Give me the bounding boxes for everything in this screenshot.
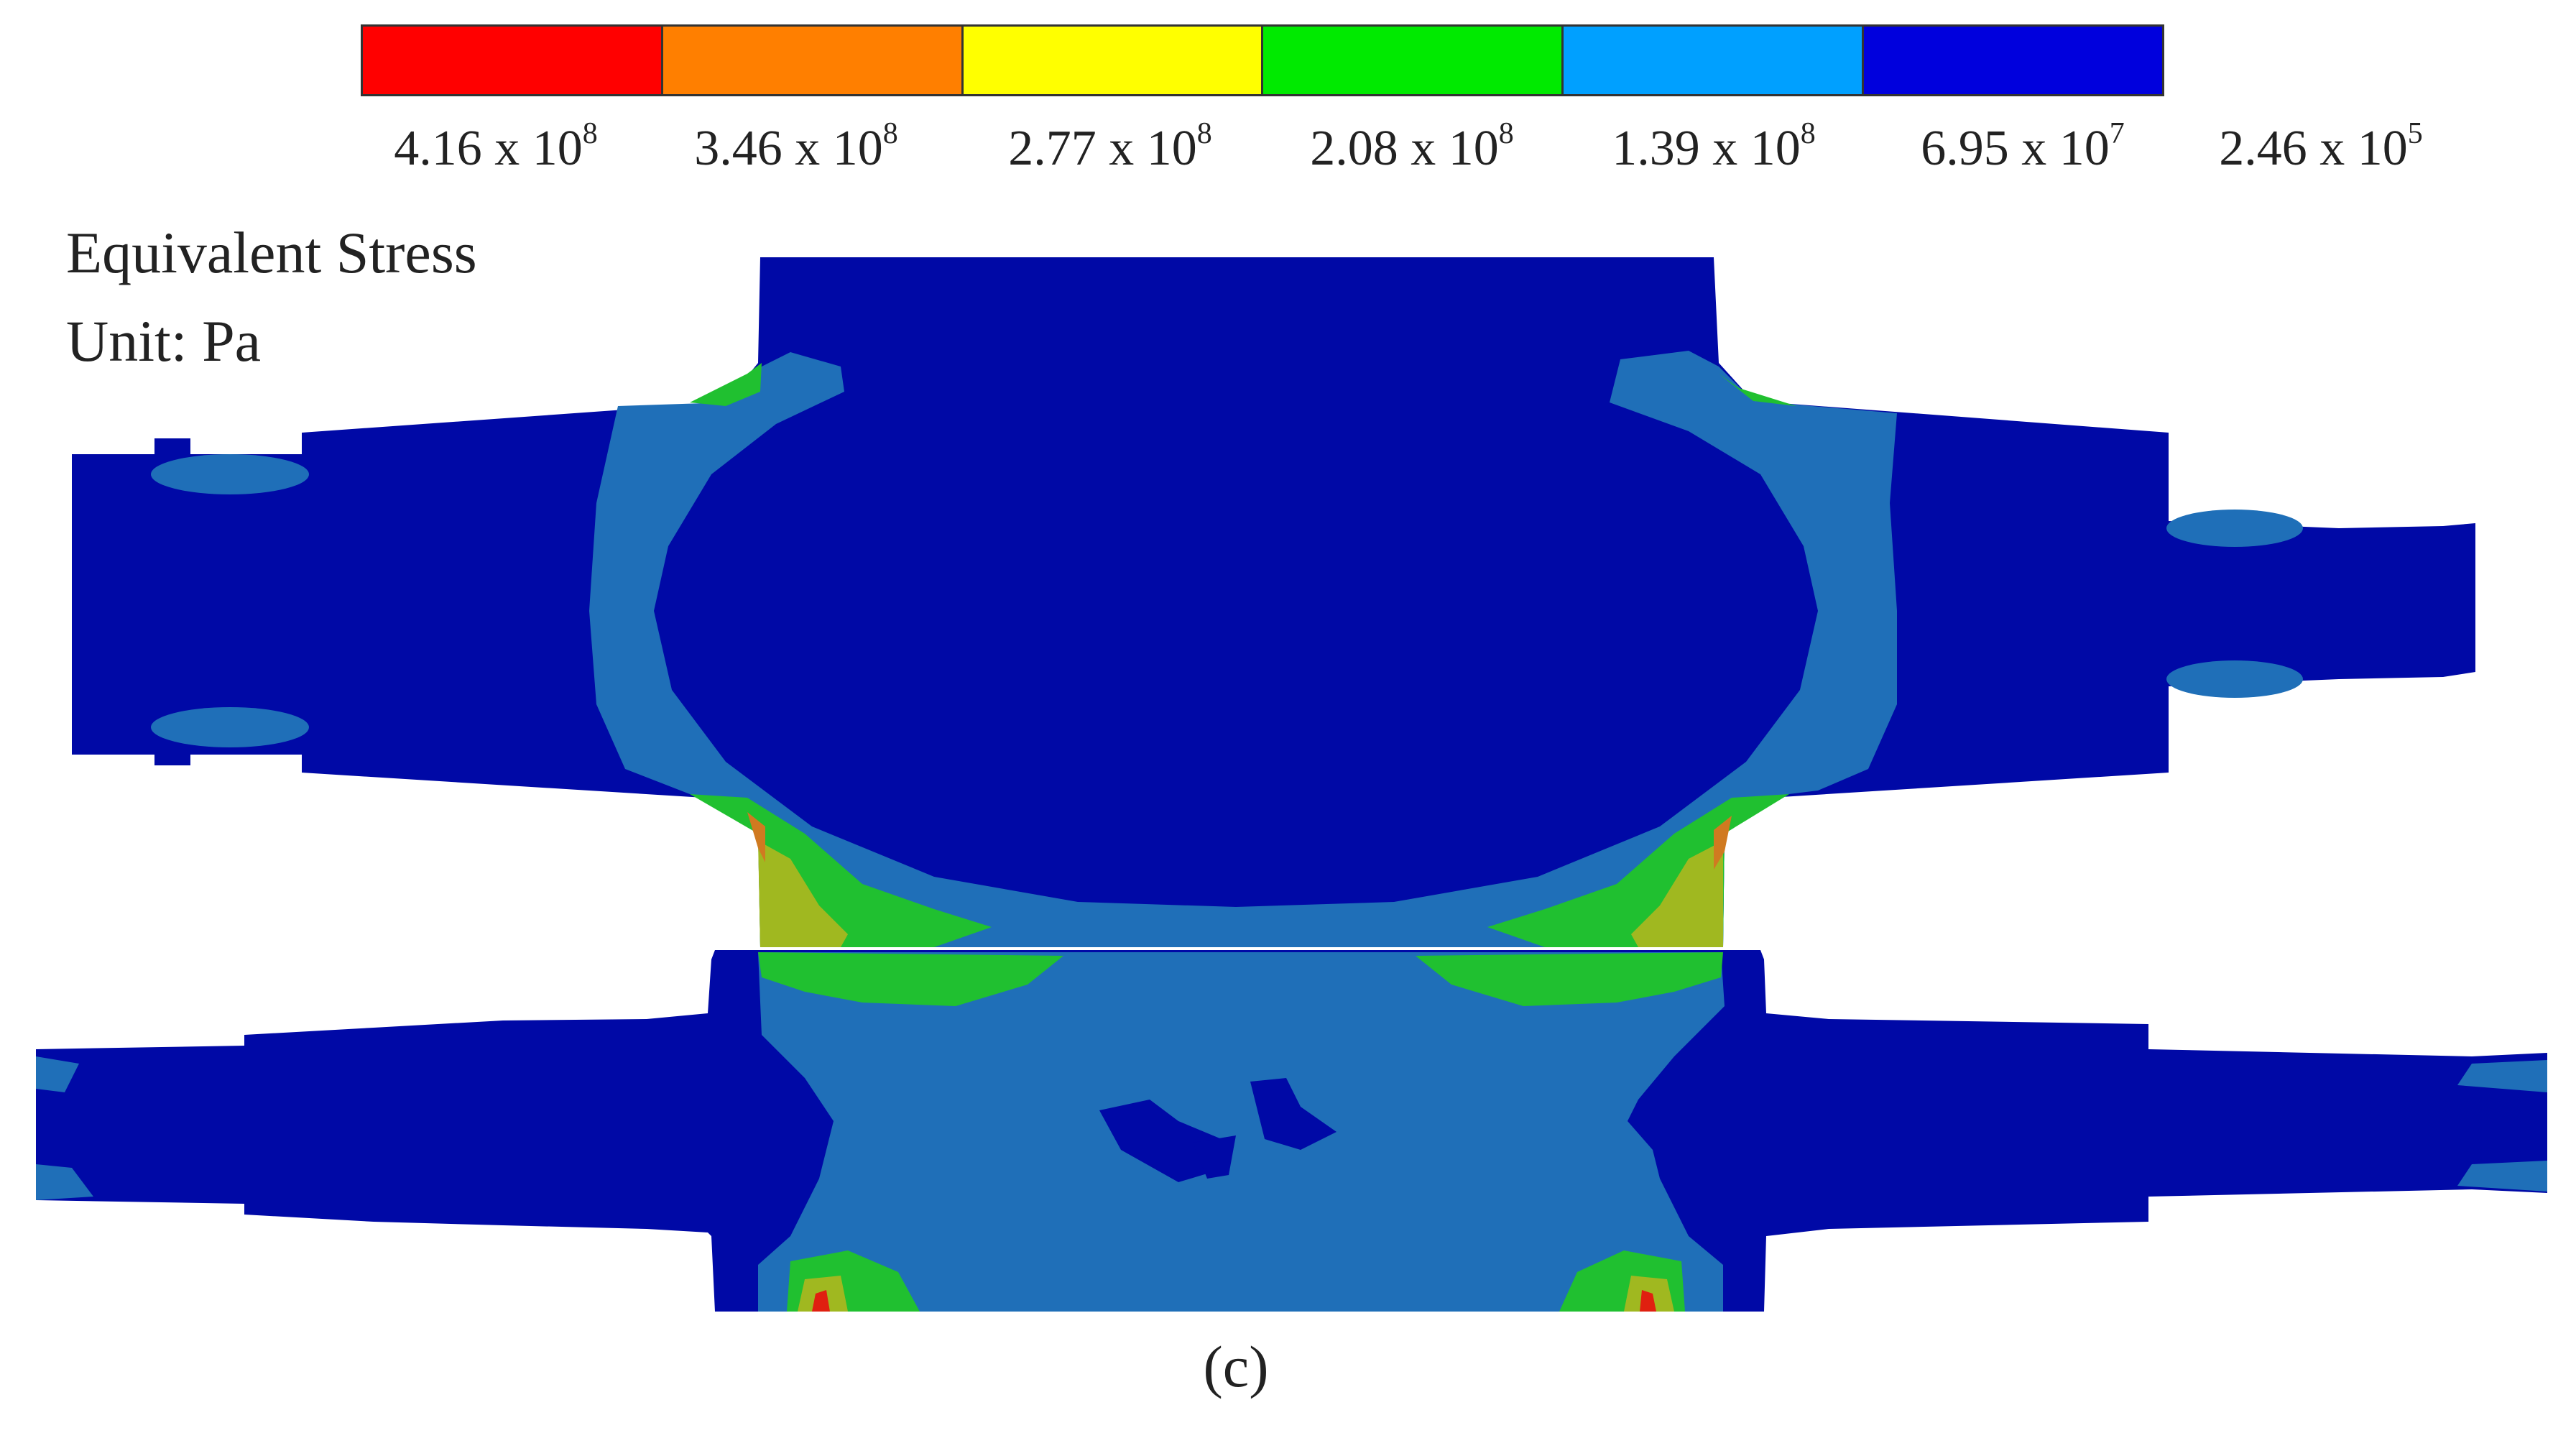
upper-left-blob-top bbox=[151, 454, 309, 494]
figure-caption: (c) bbox=[1203, 1334, 1269, 1399]
legend-tick-3: 2.77 x 108 bbox=[1008, 117, 1212, 176]
unit-label: Unit: Pa bbox=[66, 308, 262, 374]
upper-orange-bottom-right bbox=[1714, 816, 1732, 870]
legend-tick-1: 4.16 x 108 bbox=[394, 117, 598, 176]
lower-center-island-3 bbox=[1193, 1135, 1236, 1179]
upper-roll bbox=[72, 257, 2475, 947]
lower-red-bottom-left bbox=[812, 1290, 830, 1312]
legend-tick-6: 6.95 x 107 bbox=[1921, 117, 2125, 176]
legend-swatch-orange bbox=[663, 27, 964, 94]
legend-swatch-red bbox=[363, 27, 663, 94]
upper-right-blob-bottom bbox=[2166, 660, 2303, 698]
lower-center-island-2 bbox=[1250, 1078, 1337, 1150]
upper-yellow-bottom-right bbox=[1631, 841, 1723, 947]
lower-roll bbox=[36, 950, 2547, 1312]
legend-swatch-yellow bbox=[963, 27, 1264, 94]
upper-ring-left bbox=[589, 352, 1236, 947]
upper-right-blob-top bbox=[2166, 510, 2303, 547]
upper-green-top-right bbox=[1719, 374, 1796, 406]
legend-tick-7: 2.46 x 105 bbox=[2219, 117, 2423, 176]
lower-green-top-right bbox=[1416, 952, 1723, 1006]
legend-swatch-light-blue bbox=[1564, 27, 1865, 94]
legend-swatch-dark-blue bbox=[1864, 27, 2162, 94]
upper-roll-body bbox=[72, 257, 2475, 947]
lower-right-tip bbox=[2457, 1060, 2547, 1092]
legend-tick-2: 3.46 x 108 bbox=[694, 117, 898, 176]
lower-left-tip-bottom bbox=[36, 1164, 93, 1200]
lower-red-bottom-right bbox=[1640, 1290, 1656, 1312]
upper-yellow-bottom-left bbox=[758, 841, 848, 947]
lower-green-top-left bbox=[758, 952, 1063, 1006]
upper-orange-bottom-left bbox=[747, 812, 765, 862]
lower-left-tip bbox=[36, 1056, 79, 1092]
lower-center-island-1 bbox=[1099, 1100, 1222, 1182]
contact-gap bbox=[759, 947, 1723, 950]
legend-tick-5: 1.39 x 108 bbox=[1612, 117, 1816, 176]
upper-green-top-left bbox=[690, 363, 762, 406]
legend-swatch-green bbox=[1263, 27, 1564, 94]
lower-mid-central bbox=[758, 952, 1725, 1312]
legend-tick-4: 2.08 x 108 bbox=[1310, 117, 1514, 176]
lower-right-tip-bottom bbox=[2457, 1161, 2547, 1192]
upper-left-blob-bottom bbox=[151, 707, 309, 747]
color-legend-bar bbox=[361, 24, 2164, 96]
stress-title: Equivalent Stress bbox=[66, 220, 477, 285]
